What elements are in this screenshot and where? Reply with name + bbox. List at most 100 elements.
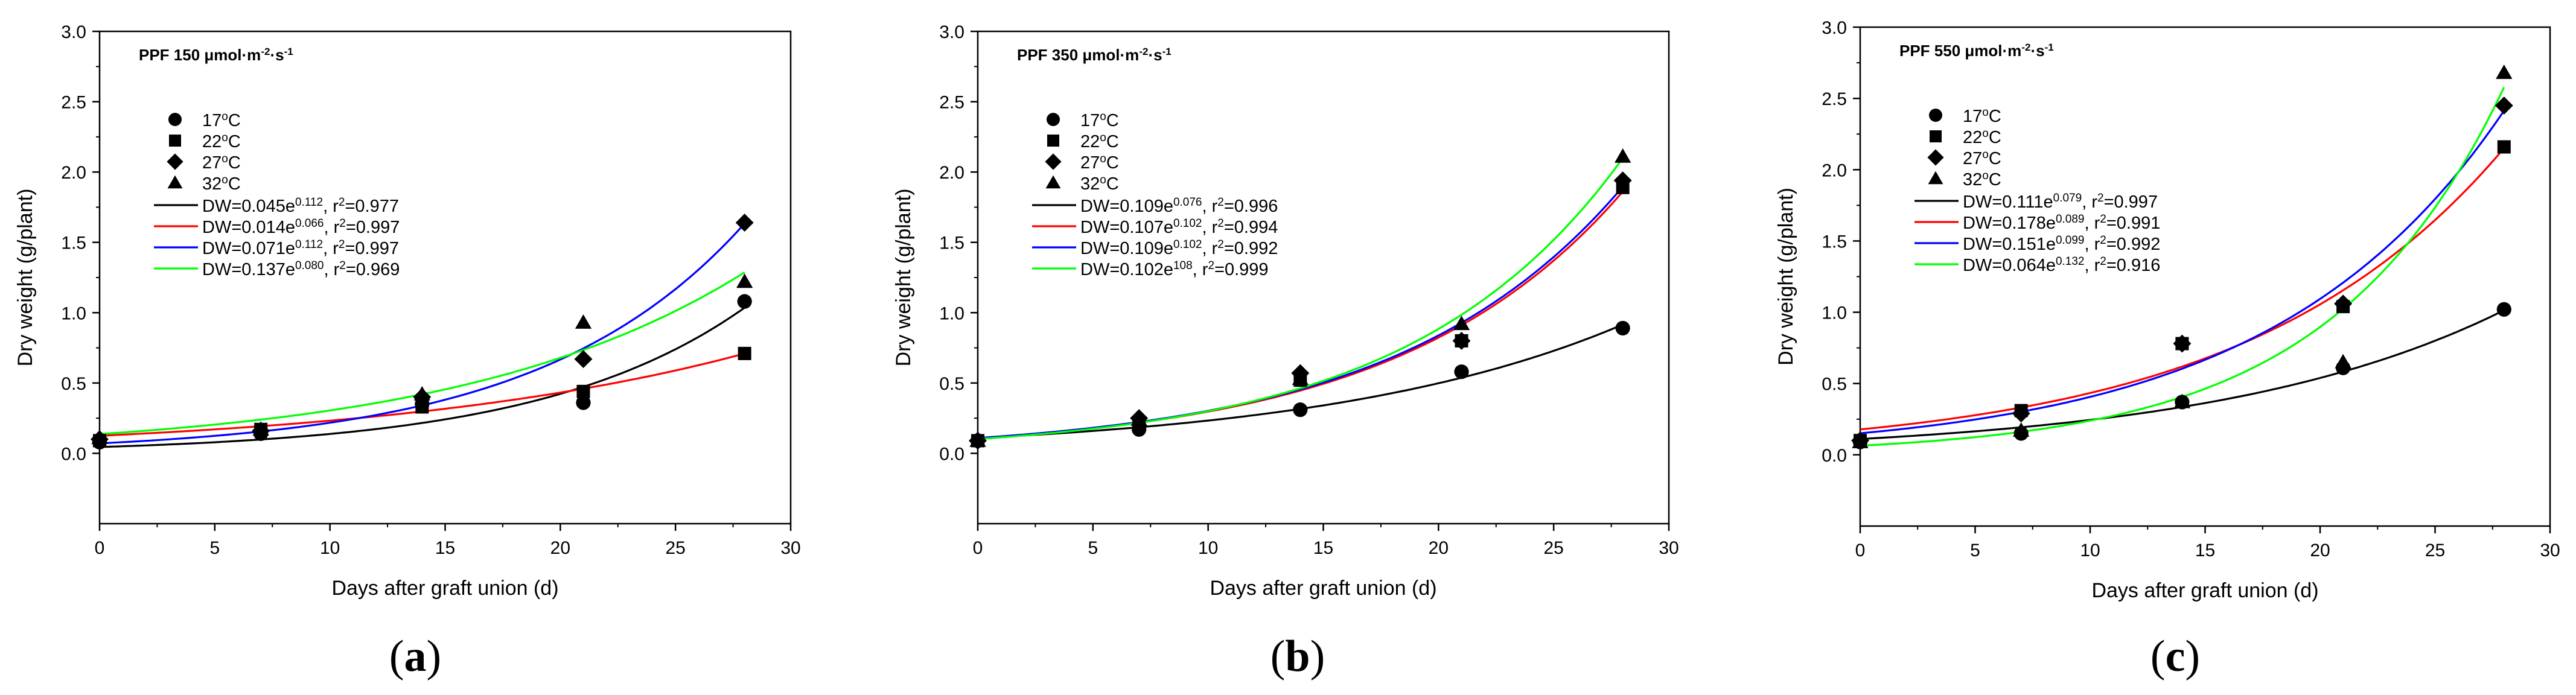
x-tick-label: 20 [1429,538,1449,558]
chart-panel-a: 0 5 10 15 20 25 30 0.0 0.5 1.0 1.5 2.0 2.5 3.0 Days af… [14,22,801,681]
y-tick-label: 2.0 [61,163,86,183]
panel-letter: (a) [389,632,441,681]
equation-exponent: 0.066 [295,217,324,230]
legend-equation: DW=0.109e0.076, r2=0.996 [1080,196,1278,217]
legend-equation: DW=0.045e0.112, r2=0.977 [202,196,399,217]
degree-sign: o [1982,148,1989,161]
data-point-32C [413,386,430,401]
equation-r: , r [1202,197,1218,216]
equation-r: , r [1202,239,1218,258]
equation-r2-sup: 2 [2100,213,2106,226]
equation-r2-sup: 2 [1217,196,1224,209]
data-point-32C [1615,148,1631,163]
x-tick-label: 20 [550,538,570,558]
y-axis-title: Dry weight (g/plant) [14,189,37,367]
data-point-32C [1852,433,1869,448]
y-tick-label: 0.5 [1822,375,1847,395]
legend-marker-32C [1045,175,1061,189]
equation-r: , r [324,218,340,237]
panel-title-sup: -1 [2045,42,2054,53]
legend-label: 27oC [1080,153,1119,173]
equation-prefix: DW=0.107e [1080,218,1173,237]
legend-label: 22oC [1963,127,2001,148]
equation-r: , r [2082,192,2097,212]
paren-open: ( [1270,632,1286,681]
legend-label: 22oC [202,132,241,152]
degree-sign: o [222,153,228,165]
data-point-32C [91,430,108,445]
y-tick-label: 2.0 [939,163,964,183]
y-tick-label: 1.5 [1822,232,1847,252]
legend-equation: DW=0.151e0.099, r2=0.992 [1963,234,2160,255]
data-point-22C [2497,140,2511,154]
x-tick-label: 0 [973,538,983,558]
equation-prefix: DW=0.102e [1080,260,1173,279]
paren-open: ( [2150,632,2166,681]
y-tick-label: 3.0 [939,22,964,42]
legend-temp: 32 [1963,170,1982,189]
x-tick-label: 15 [435,538,455,558]
fit-curve-32C [978,157,1624,440]
legend-marker-32C [167,175,183,189]
data-point-32C [969,432,986,447]
legend-label: 32oC [202,174,241,194]
fit-curve-27C [1860,110,2505,434]
fit-curve-17C [100,306,745,448]
legend-unit: C [228,132,241,151]
equation-prefix: DW=0.071e [202,239,295,258]
legend-temp: 27 [1080,153,1100,173]
fit-curve-22C [978,191,1624,440]
legend-unit: C [1989,128,2001,147]
x-tick-label: 10 [320,538,340,558]
equation-r2-value: =0.992 [1224,239,1278,258]
x-tick-label: 30 [2540,541,2560,560]
panel-title-sup: -2 [2021,42,2030,53]
x-tick-label: 25 [665,538,685,558]
y-tick-label: 3.0 [61,22,86,42]
degree-sign: o [1100,110,1106,123]
x-axis-title: Days after graft union (d) [1210,577,1436,600]
equation-exponent: 0.089 [2056,213,2085,226]
equation-r2-sup: 2 [2097,192,2104,205]
degree-sign: o [1100,174,1106,186]
y-tick-label: 0.0 [1822,446,1847,466]
equation-r2-value: =0.992 [2106,235,2161,254]
x-axis-title: Days after graft union (d) [2091,579,2318,602]
equation-r2-sup: 2 [2100,234,2106,247]
y-tick-label: 1.5 [939,233,964,253]
equation-prefix: DW=0.111e [1963,192,2053,212]
y-tick-label: 0.5 [61,374,86,394]
legend-label: 27oC [1963,148,2001,169]
equation-r2-value: =0.996 [1224,197,1278,216]
equation-r2-value: =0.997 [346,218,400,237]
panel-title-sup: -1 [284,46,293,57]
legend-equation: DW=0.071e0.112, r2=0.997 [202,238,399,259]
equation-r2-sup: 2 [339,259,346,272]
panel-title-main: PPF 350 μmol·m [1017,46,1139,64]
plot-frame [1859,26,2551,527]
x-tick-label: 15 [2195,541,2215,560]
fit-curve-32C [1860,86,2505,447]
legend-equation: DW=0.107e0.102, r2=0.994 [1080,217,1278,238]
y-tick-label: 2.0 [1822,160,1847,180]
equation-r2-value: =0.969 [346,260,400,279]
equation-r2-value: =0.977 [345,197,399,216]
legend-unit: C [228,174,241,194]
y-tick-label: 3.0 [1822,18,1847,38]
data-point-27C [1452,331,1471,350]
legend-unit: C [228,153,241,173]
y-tick-label: 2.5 [61,93,86,113]
x-tick-label: 5 [1970,541,1980,560]
chart-panel-c: 0 5 10 15 20 25 30 0.0 0.5 1.0 1.5 2.0 2.5 3.0 Days af… [1774,18,2560,681]
equation-exponent: 0.102 [1173,238,1202,251]
data-point-22C [415,400,429,414]
y-tick-label: 1.5 [61,233,86,253]
data-point-32C [2496,64,2513,79]
legend-unit: C [1989,149,2001,168]
data-point-32C [2173,393,2191,408]
equation-exponent: 0.099 [2056,234,2085,247]
equation-exponent: 0.112 [295,238,323,251]
equation-prefix: DW=0.014e [202,218,295,237]
fit-curve-17C [1860,309,2505,440]
